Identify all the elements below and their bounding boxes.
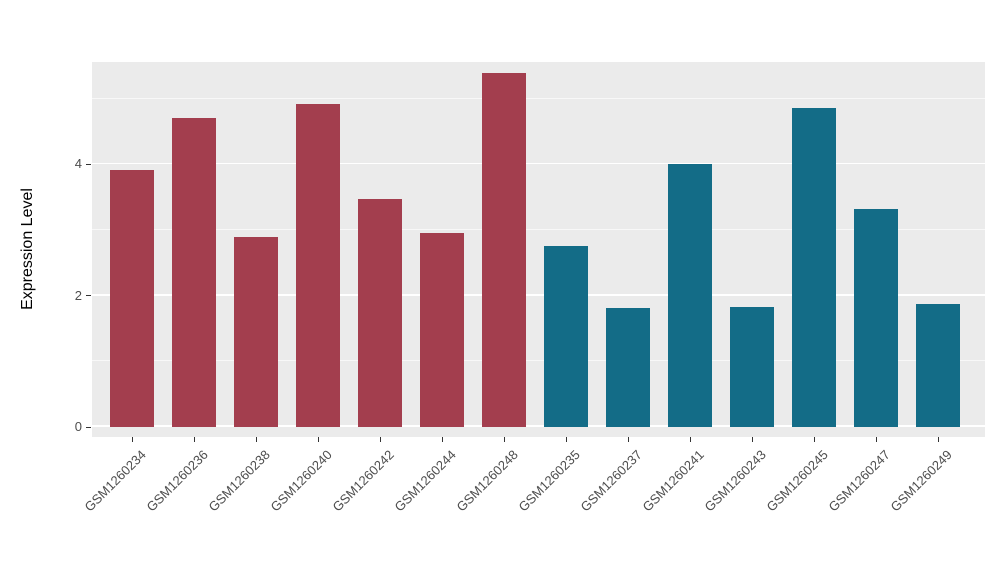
major-gridline xyxy=(92,425,985,427)
bar xyxy=(296,104,340,427)
y-tick-mark xyxy=(86,163,91,165)
x-tick-mark xyxy=(318,437,319,442)
x-tick-mark xyxy=(938,437,939,442)
x-tick-mark xyxy=(566,437,567,442)
minor-gridline xyxy=(92,97,985,99)
x-tick-label: GSM1260245 xyxy=(763,447,831,515)
major-gridline xyxy=(92,294,985,296)
plot-panel xyxy=(92,62,985,437)
bar xyxy=(420,233,464,427)
bar xyxy=(172,117,216,427)
y-tick-mark xyxy=(86,295,91,297)
bar xyxy=(234,237,278,427)
y-tick-label: 4 xyxy=(74,156,82,172)
x-tick-mark xyxy=(442,437,443,442)
x-tick-label: GSM1260237 xyxy=(577,447,645,515)
x-tick-label: GSM1260244 xyxy=(391,447,459,515)
x-tick-label: GSM1260236 xyxy=(143,447,211,515)
x-tick-mark xyxy=(380,437,381,442)
x-tick-mark xyxy=(256,437,257,442)
y-tick-mark xyxy=(86,426,91,428)
minor-gridline xyxy=(92,360,985,362)
x-tick-label: GSM1260243 xyxy=(701,447,769,515)
x-tick-label: GSM1260249 xyxy=(887,447,955,515)
x-tick-mark xyxy=(752,437,753,442)
x-tick-mark xyxy=(814,437,815,442)
bar xyxy=(606,307,650,427)
bar xyxy=(730,306,774,427)
x-tick-label: GSM1260241 xyxy=(639,447,707,515)
x-tick-mark xyxy=(504,437,505,442)
y-tick-label: 2 xyxy=(74,287,82,303)
bar xyxy=(358,199,402,427)
x-tick-label: GSM1260238 xyxy=(205,447,273,515)
bar xyxy=(916,303,960,427)
bar xyxy=(792,107,836,427)
bar xyxy=(482,73,526,427)
bar xyxy=(110,170,154,427)
y-axis-title: Expression Level xyxy=(19,188,36,310)
bar xyxy=(668,163,712,427)
x-tick-label: GSM1260247 xyxy=(825,447,893,515)
x-tick-mark xyxy=(132,437,133,442)
bar xyxy=(854,209,898,427)
minor-gridline xyxy=(92,229,985,231)
bar xyxy=(544,245,588,427)
x-tick-mark xyxy=(194,437,195,442)
x-tick-mark xyxy=(876,437,877,442)
x-tick-mark xyxy=(690,437,691,442)
x-tick-label: GSM1260242 xyxy=(329,447,397,515)
x-tick-mark xyxy=(628,437,629,442)
x-tick-label: GSM1260248 xyxy=(453,447,521,515)
x-tick-label: GSM1260234 xyxy=(81,447,149,515)
y-tick-label: 0 xyxy=(74,419,82,434)
x-tick-label: GSM1260235 xyxy=(515,447,583,515)
x-tick-label: GSM1260240 xyxy=(267,447,335,515)
major-gridline xyxy=(92,162,985,165)
